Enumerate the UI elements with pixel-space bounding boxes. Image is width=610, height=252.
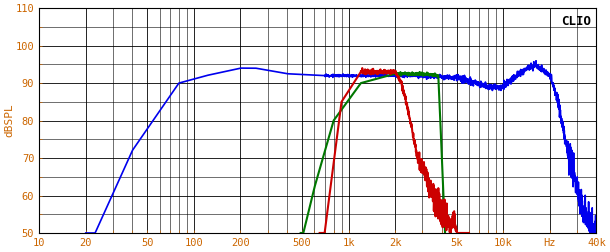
Text: CLIO: CLIO	[561, 15, 591, 28]
Y-axis label: dBSPL: dBSPL	[4, 104, 14, 137]
